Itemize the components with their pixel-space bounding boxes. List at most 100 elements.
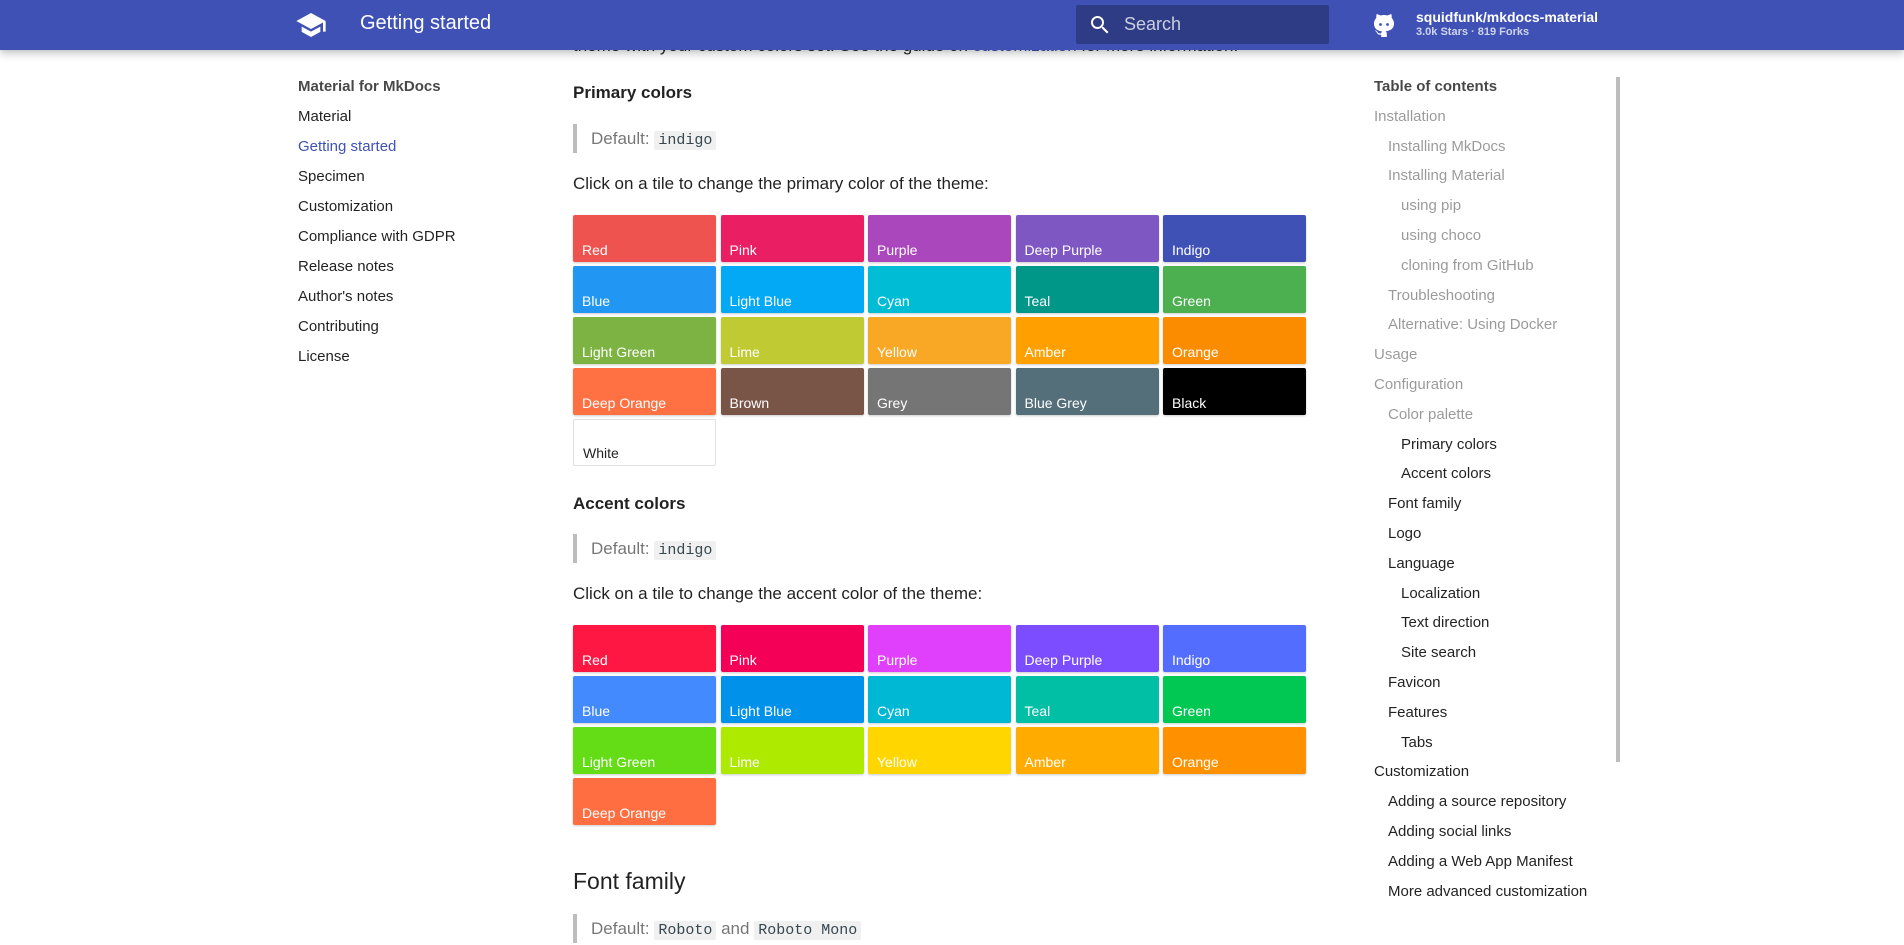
accent-tile-red[interactable]: Red [573,625,716,672]
accent-tile-deep-orange[interactable]: Deep Orange [573,778,716,825]
toc-item-more-advanced-customization[interactable]: More advanced customization [1388,882,1588,900]
primary-tile-red[interactable]: Red [573,215,716,262]
primary-tile-light-blue[interactable]: Light Blue [720,266,864,313]
font-default-note: Default: Roboto and Roboto Mono [573,914,862,943]
primary-tile-light-green[interactable]: Light Green [573,317,716,364]
primary-tile-brown[interactable]: Brown [720,368,864,415]
tile-label: Deep Purple [1024,242,1103,258]
font-family-heading: Font family [573,868,686,894]
primary-tile-deep-purple[interactable]: Deep Purple [1015,215,1159,262]
accent-tile-purple[interactable]: Purple [868,625,1011,672]
tile-label: Green [1172,293,1211,309]
accent-tile-amber[interactable]: Amber [1015,727,1159,774]
tile-label: Grey [877,395,908,411]
toc-item-adding-social-links[interactable]: Adding social links [1388,822,1512,840]
primary-tile-pink[interactable]: Pink [720,215,864,262]
accent-tile-orange[interactable]: Orange [1163,727,1306,774]
accent-tile-light-green[interactable]: Light Green [573,727,716,774]
primary-tile-grey[interactable]: Grey [868,368,1011,415]
toc-item-installing-mkdocs[interactable]: Installing MkDocs [1388,137,1506,155]
search-box[interactable] [1076,5,1329,44]
toc-item-localization[interactable]: Localization [1401,584,1481,602]
accent-tile-light-blue[interactable]: Light Blue [720,676,864,723]
primary-tile-green[interactable]: Green [1163,266,1306,313]
toc-item-using-choco[interactable]: using choco [1401,226,1482,244]
primary-tile-black[interactable]: Black [1163,368,1306,415]
tile-label: Teal [1024,703,1051,719]
primary-tile-teal[interactable]: Teal [1015,266,1159,313]
main-content: theme with your custom colors set. See t… [573,0,1308,943]
tile-label: Red [582,242,608,258]
accent-tile-yellow[interactable]: Yellow [868,727,1011,774]
tile-label: Cyan [877,703,910,719]
accent-tile-blue[interactable]: Blue [573,676,716,723]
toc-item-text-direction[interactable]: Text direction [1401,614,1490,632]
primary-tile-cyan[interactable]: Cyan [868,266,1011,313]
tile-label: Yellow [877,344,917,360]
accent-default-value: indigo [654,541,717,560]
primary-tile-deep-orange[interactable]: Deep Orange [573,368,716,415]
toc-item-favicon[interactable]: Favicon [1388,673,1441,691]
nav-item-contributing[interactable]: Contributing [298,318,379,335]
toc-item-adding-a-source-repository[interactable]: Adding a source repository [1388,793,1567,811]
toc-item-installation[interactable]: Installation [1374,107,1446,125]
toc-item-troubleshooting[interactable]: Troubleshooting [1388,286,1496,304]
tile-label: Orange [1172,344,1219,360]
tile-label: Pink [729,242,757,258]
nav-title: Material for MkDocs [298,78,441,95]
tile-label: Orange [1172,754,1219,770]
nav-item-gdpr[interactable]: Compliance with GDPR [298,228,456,245]
toc-item-installing-material[interactable]: Installing Material [1388,167,1505,185]
font-default-value-1: Roboto [654,921,717,940]
primary-tile-amber[interactable]: Amber [1015,317,1159,364]
nav-item-customization[interactable]: Customization [298,198,394,215]
primary-navigation: Material for MkDocs Material Getting sta… [298,76,518,376]
accent-tile-deep-purple[interactable]: Deep Purple [1015,625,1159,672]
nav-item-material[interactable]: Material [298,108,352,125]
accent-tile-indigo[interactable]: Indigo [1163,625,1306,672]
toc-item-logo[interactable]: Logo [1388,524,1422,542]
tile-label: Green [1172,703,1211,719]
primary-tile-yellow[interactable]: Yellow [868,317,1011,364]
nav-item-release-notes[interactable]: Release notes [298,258,394,275]
toc-item-alternative-using-docker[interactable]: Alternative: Using Docker [1388,316,1558,334]
toc-item-primary-colors[interactable]: Primary colors [1401,435,1497,453]
accent-default-note: Default: indigo [573,534,717,563]
tile-label: Purple [877,652,918,668]
font-default-and: and [721,919,750,938]
primary-tile-blue[interactable]: Blue [573,266,716,313]
page-title: Getting started [360,12,492,34]
accent-tile-pink[interactable]: Pink [720,625,864,672]
toc-item-configuration[interactable]: Configuration [1374,375,1464,393]
nav-item-license[interactable]: License [298,348,350,365]
toc-item-language[interactable]: Language [1388,554,1455,572]
accent-tile-teal[interactable]: Teal [1015,676,1159,723]
toc-item-font-family[interactable]: Font family [1388,495,1462,513]
primary-tile-orange[interactable]: Orange [1163,317,1306,364]
toc-item-usage[interactable]: Usage [1374,346,1418,364]
primary-colors-heading: Primary colors [573,83,693,102]
primary-tile-lime[interactable]: Lime [720,317,864,364]
primary-tile-indigo[interactable]: Indigo [1163,215,1306,262]
accent-tile-green[interactable]: Green [1163,676,1306,723]
toc-item-adding-a-web-app-manifest[interactable]: Adding a Web App Manifest [1388,852,1573,870]
nav-item-specimen[interactable]: Specimen [298,168,365,185]
toc-item-features[interactable]: Features [1388,703,1448,721]
toc-item-tabs[interactable]: Tabs [1401,733,1433,751]
accent-tile-cyan[interactable]: Cyan [868,676,1011,723]
toc-scrollbar[interactable] [1616,77,1620,762]
toc-item-customization[interactable]: Customization [1374,763,1470,781]
primary-tile-blue-grey[interactable]: Blue Grey [1015,368,1159,415]
nav-item-getting-started[interactable]: Getting started [298,138,397,155]
nav-item-authors-notes[interactable]: Author's notes [298,288,394,305]
toc-item-site-search[interactable]: Site search [1401,644,1477,662]
accent-tile-lime[interactable]: Lime [720,727,864,774]
toc-item-color-palette[interactable]: Color palette [1388,405,1474,423]
toc-item-accent-colors[interactable]: Accent colors [1401,465,1492,483]
search-input[interactable] [1124,5,1319,44]
logo-button[interactable] [294,9,328,41]
toc-item-using-pip[interactable]: using pip [1401,197,1462,215]
primary-tile-purple[interactable]: Purple [868,215,1011,262]
toc-item-cloning-from-github[interactable]: cloning from GitHub [1401,256,1534,274]
primary-tile-white[interactable]: White [573,419,716,466]
